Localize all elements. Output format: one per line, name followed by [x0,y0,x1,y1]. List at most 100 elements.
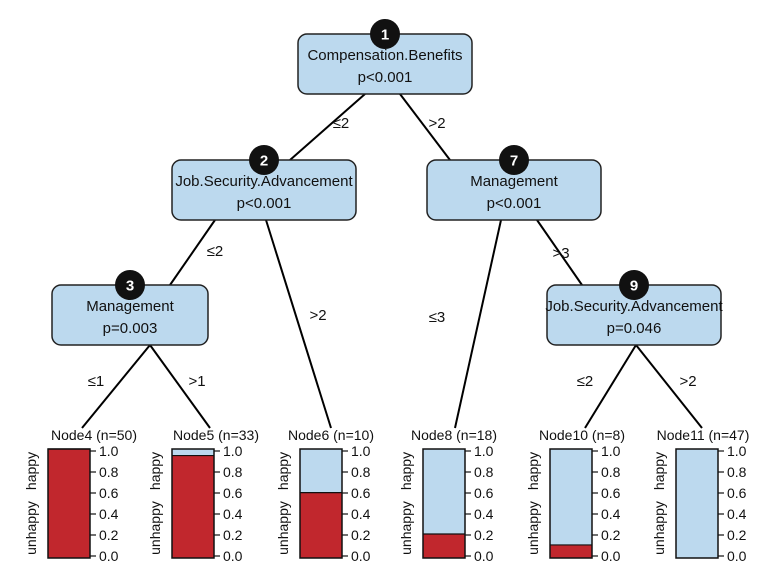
leaf-tick-label-4-5: 0.0 [99,548,119,564]
node-badge-label-3: 3 [126,278,134,295]
leaf-tick-label-8-5: 0.0 [474,548,494,564]
edge-label-9-10: ≤2 [577,373,594,390]
leaf-10: Node10 (n=8) happy unhappy 1.0 0.8 0.6 0.4 0.2 0… [525,427,625,564]
leaf-tick-label-11-0: 1.0 [727,443,747,459]
edge-9-11 [635,344,703,429]
edge-1-2 [289,93,366,161]
leaf-happy-bar-5 [172,449,214,456]
node-badge-1 [370,19,400,49]
leaf-unhappy-label-11: unhappy [651,501,667,555]
leaf-title-8: Node8 (n=18) [411,427,497,443]
edge-label-7-9: >3 [552,245,569,262]
leaf-tick-label-6-2: 0.6 [351,485,371,501]
edge-3-4 [81,344,151,429]
leaf-bar-frame-10 [549,448,593,559]
leaf-tick-label-4-4: 0.2 [99,527,119,543]
leaves-layer: Node4 (n=50) happy unhappy 1.0 0.8 0.6 0.4 0.2 0… [23,427,749,564]
node-badge-label-2: 2 [260,153,268,170]
leaf-happy-label-10: happy [525,452,541,490]
node-badge-3 [115,270,145,300]
leaf-tick-label-6-3: 0.4 [351,506,371,522]
node-badge-9 [619,270,649,300]
leaf-happy-label-8: happy [398,452,414,490]
edge-3-5 [149,344,211,429]
node-2: Job.Security.Advancement p<0.001 2 [171,145,357,221]
leaf-title-4: Node4 (n=50) [51,427,137,443]
edge-label-2-3: ≤2 [207,243,224,260]
leaf-tick-label-10-0: 1.0 [601,443,621,459]
edge-label-1-2: ≤2 [333,115,350,132]
leaf-6: Node6 (n=10) happy unhappy 1.0 0.8 0.6 0.4 0.2 0… [275,427,374,564]
leaf-bar-frame-8 [422,448,466,559]
leaf-4: Node4 (n=50) happy unhappy 1.0 0.8 0.6 0.4 0.2 0… [23,427,137,564]
leaf-tick-label-5-1: 0.8 [223,464,243,480]
leaf-unhappy-label-4: unhappy [23,501,39,555]
leaf-tick-label-10-4: 0.2 [601,527,621,543]
leaf-tick-label-6-4: 0.2 [351,527,371,543]
leaf-tick-label-6-1: 0.8 [351,464,371,480]
leaf-tick-label-5-0: 1.0 [223,443,243,459]
edge-1-7 [399,93,451,161]
leaf-5: Node5 (n=33) happy unhappy 1.0 0.8 0.6 0.4 0.2 0… [147,427,259,564]
node-badge-7 [499,145,529,175]
node-7: Management p<0.001 7 [426,145,602,221]
leaf-happy-bar-11 [676,449,718,558]
leaf-bar-frame-6 [299,448,343,559]
leaf-tick-label-8-2: 0.6 [474,485,494,501]
edge-label-1-7: >2 [428,115,445,132]
node-variable-1: Compensation.Benefits [307,47,462,64]
edge-label-9-11: >2 [679,373,696,390]
edge-7-9 [536,219,583,286]
leaf-title-6: Node6 (n=10) [288,427,374,443]
node-pvalue-1: p<0.001 [358,69,413,86]
leaf-tick-label-6-5: 0.0 [351,548,371,564]
leaf-unhappy-bar-5 [172,455,214,558]
leaf-tick-label-5-2: 0.6 [223,485,243,501]
leaf-tick-label-10-5: 0.0 [601,548,621,564]
leaf-unhappy-bar-10 [550,544,592,558]
leaf-tick-label-4-2: 0.6 [99,485,119,501]
leaf-happy-label-11: happy [651,452,667,490]
edge-9-10 [584,344,637,429]
edge-2-6 [265,219,332,429]
leaf-tick-label-8-4: 0.2 [474,527,494,543]
edge-7-8 [454,219,502,429]
edge-label-2-6: >2 [309,307,326,324]
leaf-tick-label-8-1: 0.8 [474,464,494,480]
leaf-tick-label-11-4: 0.2 [727,527,747,543]
node-pvalue-2: p<0.001 [237,195,292,212]
edge-2-3 [169,219,216,286]
node-variable-9: Job.Security.Advancement [545,298,723,315]
leaf-tick-label-11-2: 0.6 [727,485,747,501]
leaf-tick-label-10-3: 0.4 [601,506,621,522]
leaf-unhappy-label-8: unhappy [398,501,414,555]
leaf-happy-label-4: happy [23,452,39,490]
node-badge-label-1: 1 [381,27,389,44]
leaf-unhappy-label-6: unhappy [275,501,291,555]
leaf-unhappy-label-5: unhappy [147,501,163,555]
leaf-tick-label-8-0: 1.0 [474,443,494,459]
leaf-tick-label-5-3: 0.4 [223,506,243,522]
leaf-tick-label-5-5: 0.0 [223,548,243,564]
leaf-11: Node11 (n=47) happy unhappy 1.0 0.8 0.6 0.4 0.2… [651,427,749,564]
edge-label-3-5: >1 [188,373,205,390]
node-3: Management p=0.003 3 [51,270,209,346]
node-pvalue-9: p=0.046 [607,320,662,337]
leaf-bar-frame-11 [675,448,719,559]
leaf-happy-label-5: happy [147,452,163,490]
leaf-title-10: Node10 (n=8) [539,427,625,443]
leaf-title-11: Node11 (n=47) [657,427,750,443]
node-badge-2 [249,145,279,175]
leaf-tick-label-5-4: 0.2 [223,527,243,543]
nodes-layer: Compensation.Benefits p<0.001 1 Job.Securit… [51,19,723,346]
leaf-tick-label-10-2: 0.6 [601,485,621,501]
node-9: Job.Security.Advancement p=0.046 9 [545,270,723,346]
leaf-tick-label-4-3: 0.4 [99,506,119,522]
leaf-tick-label-11-1: 0.8 [727,464,747,480]
leaf-8: Node8 (n=18) happy unhappy 1.0 0.8 0.6 0.4 0.2 0… [398,427,497,564]
leaf-tick-label-8-3: 0.4 [474,506,494,522]
edge-label-7-8: ≤3 [429,309,446,326]
edges-layer: ≤2 >2 ≤2 >2 ≤3 >3 ≤1 >1 ≤2 >2 [81,93,703,429]
